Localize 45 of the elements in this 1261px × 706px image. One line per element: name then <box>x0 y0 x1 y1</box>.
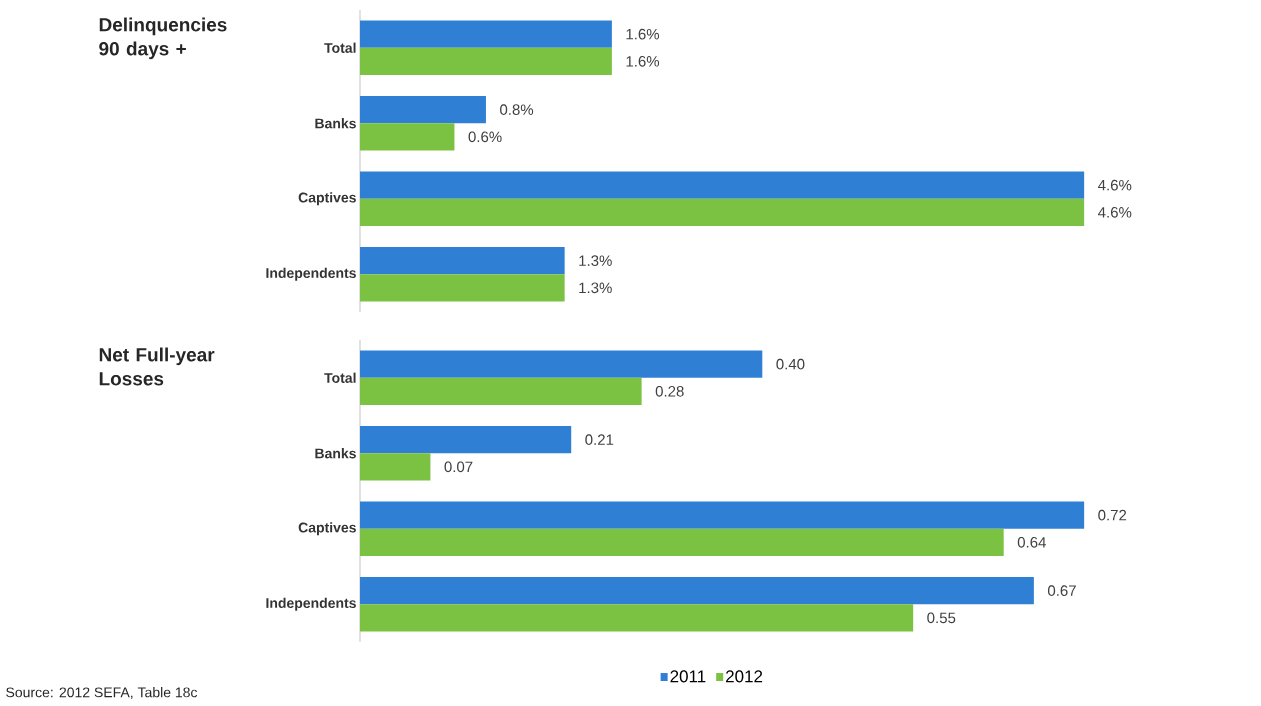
bar <box>360 20 612 48</box>
source-note: Source: 2012 SEFA, Table 18c <box>6 687 198 699</box>
data-label: 4.6% <box>1098 207 1132 218</box>
bar <box>360 604 914 632</box>
bar <box>360 47 612 75</box>
bar <box>360 171 1085 199</box>
bar <box>360 377 642 405</box>
data-label: 0.40 <box>776 358 805 370</box>
y-tick-label: Banks <box>315 118 356 129</box>
data-label: 0.55 <box>927 612 956 624</box>
bar <box>360 350 763 378</box>
y-tick-label: Banks <box>315 448 356 459</box>
data-label: 1.6% <box>626 28 660 40</box>
data-label: 0.67 <box>1047 585 1076 596</box>
bar <box>360 123 455 151</box>
bar <box>360 96 486 124</box>
data-label: 0.6% <box>468 131 502 143</box>
text: Net Full-year Losses <box>99 347 215 386</box>
bar <box>360 198 1085 226</box>
data-label: 0.28 <box>655 386 684 397</box>
y-tick-label: Total <box>324 372 356 383</box>
data-label: 4.6% <box>1098 179 1132 191</box>
data-label: 0.72 <box>1098 509 1127 521</box>
data-label: 0.8% <box>500 104 534 115</box>
data-label: 0.07 <box>444 461 473 473</box>
bar <box>360 577 1034 605</box>
data-label: 0.64 <box>1017 537 1046 548</box>
legend-label: 2012 <box>726 670 763 683</box>
y-tick-label: Independents <box>266 267 356 281</box>
legend-label: 2011 <box>670 670 706 683</box>
y-tick-label: Independents <box>266 597 356 611</box>
y-tick-label: Captives <box>298 522 356 536</box>
bar <box>360 426 572 454</box>
bar <box>360 501 1085 529</box>
y-tick-label: Total <box>324 42 356 53</box>
bar <box>360 528 1004 556</box>
bar <box>360 453 431 481</box>
text: Delinquencies 90 days + <box>99 17 227 60</box>
bar <box>360 247 565 275</box>
data-label: 1.6% <box>626 56 660 67</box>
y-tick-label: Captives <box>298 192 356 206</box>
data-label: 1.3% <box>579 282 612 294</box>
bar <box>360 274 565 302</box>
data-label: 0.21 <box>585 434 614 445</box>
data-label: 1.3% <box>579 255 612 266</box>
